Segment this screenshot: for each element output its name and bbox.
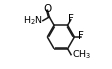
Text: H$_2$N: H$_2$N	[23, 14, 43, 27]
Text: F: F	[78, 31, 84, 41]
Text: F: F	[68, 14, 74, 24]
Text: CH$_3$: CH$_3$	[72, 48, 91, 61]
Text: O: O	[43, 4, 52, 14]
